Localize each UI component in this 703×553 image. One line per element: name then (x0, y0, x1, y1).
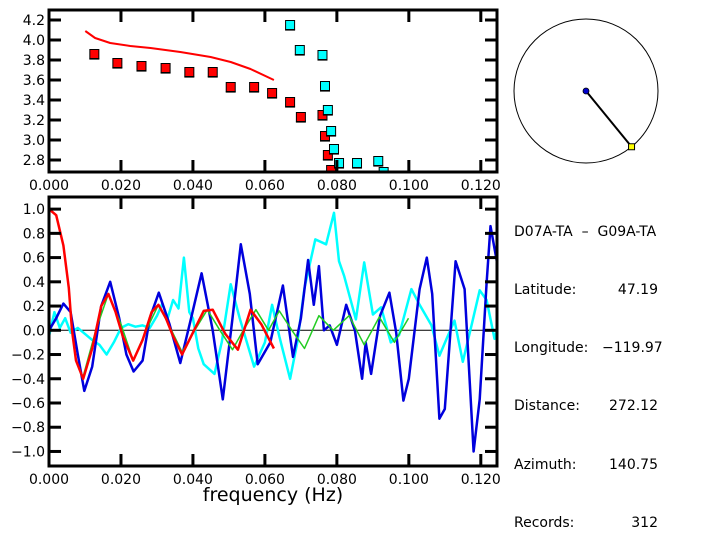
y-tick-label: 0.0 (23, 323, 45, 339)
y-tick-label: 4.2 (23, 13, 45, 29)
info-label: Azimuth: (514, 456, 577, 473)
cyan-measured-point (328, 144, 339, 154)
info-row-distance: Distance: 272.12 (514, 397, 658, 416)
x-tick-label: 0.020 (101, 472, 141, 488)
x-tick-label: 0.040 (173, 472, 213, 488)
info-row-longitude: Longitude: −119.97 (514, 339, 663, 358)
x-tick-label: 0.000 (29, 472, 69, 488)
red-measured-point (112, 58, 123, 68)
x-tick-label: 0.100 (389, 178, 429, 194)
y-tick-label: 1.0 (23, 202, 45, 218)
red-model-series-line (84, 30, 275, 81)
x-tick-label: 0.000 (29, 178, 69, 194)
red-measured-point (285, 97, 296, 107)
cyan-measured-point (294, 45, 305, 55)
correlation-spectrum-plot: 0.000 0.020 0.040 0.060 0.080 0.100 0.120 1.0 0.… (11, 195, 501, 488)
info-value: 140.75 (609, 456, 658, 473)
y-tick-label: 0.2 (23, 299, 45, 315)
y-tick-label: 3.2 (23, 113, 45, 129)
x-tick-label: 0.080 (317, 472, 357, 488)
x-tick-label: 0.040 (173, 178, 213, 194)
red-measured-point (207, 67, 218, 77)
cyan-measured-point (326, 126, 337, 136)
x-tick-label: 0.120 (461, 472, 501, 488)
station-pair-info: D07A-TA – G09A-TA Latitude: 47.19 Longitu… (514, 184, 663, 553)
y-tick-label: −0.4 (11, 372, 45, 388)
y-tick-label: 0.6 (23, 251, 45, 267)
info-label: Latitude: (514, 282, 577, 299)
y-tick-label: 3.6 (23, 73, 45, 89)
velocity-dispersion-plot: 0.000 0.020 0.040 0.060 0.080 0.100 0.120 4.2 4.… (23, 8, 501, 194)
info-label: Longitude: (514, 340, 589, 357)
info-label: Distance: (514, 398, 580, 415)
cyan-measured-point (285, 20, 296, 30)
info-value: 312 (631, 514, 658, 531)
red-measured-point (295, 112, 306, 122)
cyan-measured-point (334, 158, 345, 168)
red-series-line (49, 208, 276, 381)
info-value: 47.19 (617, 282, 658, 299)
cyan-measured-point (317, 50, 328, 60)
azimuth-circle (513, 18, 659, 164)
x-tick-label: 0.100 (389, 472, 429, 488)
cyan-measured-point (373, 156, 384, 166)
info-value: −119.97 (602, 340, 663, 357)
x-tick-label: 0.080 (317, 178, 357, 194)
y-tick-label: 3.8 (23, 53, 45, 69)
info-label: Records: (514, 514, 575, 531)
figure: 0.000 0.020 0.040 0.060 0.080 0.100 0.120 4.2 4.… (11, 8, 659, 506)
cyan-measured-point (319, 81, 330, 91)
info-value: 272.12 (609, 398, 658, 415)
plot-frame (47, 8, 499, 174)
red-measured-point (136, 61, 147, 71)
cyan-series-line (49, 211, 497, 381)
y-tick-label: −1.0 (11, 444, 45, 460)
azimuth-line (585, 90, 633, 148)
y-tick-label: −0.6 (11, 396, 45, 412)
y-tick-label: 4.0 (23, 33, 45, 49)
y-tick-label: 3.4 (23, 93, 45, 109)
red-measured-point (322, 150, 333, 160)
plot-area (84, 20, 389, 172)
red-measured-point (89, 49, 100, 59)
y-tick-label: 0.8 (23, 226, 45, 242)
y-tick-label: −0.8 (11, 420, 45, 436)
receiver-station-marker (628, 143, 636, 151)
red-measured-point (249, 82, 260, 92)
info-row-latitude: Latitude: 47.19 (514, 281, 658, 300)
x-tick-label: 0.060 (245, 472, 285, 488)
y-tick-label: 3.0 (23, 133, 45, 149)
red-measured-point (267, 88, 278, 98)
y-tick-label: −0.2 (11, 348, 45, 364)
azimuth-plot (513, 18, 659, 164)
plot-area (49, 208, 497, 453)
red-measured-point (225, 82, 236, 92)
station-pair-title: D07A-TA – G09A-TA (514, 223, 657, 240)
red-measured-point (184, 67, 195, 77)
source-station-marker (582, 87, 590, 95)
y-tick-label: 2.8 (23, 153, 45, 169)
cyan-measured-point (352, 158, 363, 168)
info-row-azimuth: Azimuth: 140.75 (514, 456, 658, 475)
x-tick-label: 0.020 (101, 178, 141, 194)
info-row-records: Records: 312 (514, 514, 658, 533)
cyan-measured-point (322, 105, 333, 115)
red-measured-point (160, 63, 171, 73)
cyan-measured-point (378, 167, 389, 172)
y-tick-label: 0.4 (23, 275, 45, 291)
x-tick-label: 0.120 (461, 178, 501, 194)
x-tick-label: 0.060 (245, 178, 285, 194)
x-axis-title: frequency (Hz) (203, 484, 343, 506)
